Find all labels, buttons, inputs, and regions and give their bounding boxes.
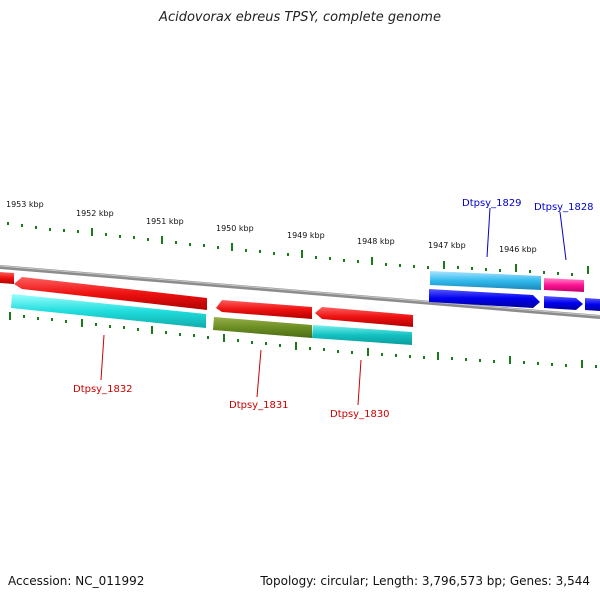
gene-arrow-red-3[interactable] <box>315 307 413 327</box>
scale-label-1950: 1950 kbp <box>216 224 254 233</box>
gene-box-olive[interactable] <box>213 317 312 338</box>
gene-arrow-red-edge[interactable] <box>0 272 14 284</box>
scale-label-1952: 1952 kbp <box>76 209 114 218</box>
gene-arrow-blue-2[interactable] <box>544 296 583 310</box>
gene-box-blue-edge[interactable] <box>585 298 600 311</box>
leader-line-dtpsy-1828 <box>559 211 567 261</box>
scale-label-1947: 1947 kbp <box>428 241 466 250</box>
accession-text: Accession: NC_011992 <box>8 574 145 588</box>
gene-box-teal[interactable] <box>312 325 412 345</box>
scale-label-1953: 1953 kbp <box>6 200 44 209</box>
genome-summary-text: Topology: circular; Length: 3,796,573 bp… <box>260 574 590 588</box>
gene-arrow-blue-1[interactable] <box>429 289 540 308</box>
upper-scale-ticks <box>7 222 589 276</box>
gene-label-dtpsy-1829[interactable]: Dtpsy_1829 <box>462 198 522 209</box>
gene-arrow-red-2[interactable] <box>216 300 312 319</box>
gene-box-pink[interactable] <box>544 278 584 292</box>
scale-label-1948: 1948 kbp <box>357 237 395 246</box>
map-title: Acidovorax ebreus TPSY, complete genome <box>159 10 441 25</box>
gene-label-dtpsy-1828[interactable]: Dtpsy_1828 <box>534 202 594 213</box>
gene-label-dtpsy-1830[interactable]: Dtpsy_1830 <box>330 409 390 420</box>
scale-label-1949: 1949 kbp <box>287 231 325 240</box>
gene-box-cyan[interactable] <box>11 294 206 328</box>
lower-scale-ticks <box>9 312 597 368</box>
scale-label-1946: 1946 kbp <box>499 245 537 254</box>
leader-line-dtpsy-1830 <box>357 359 362 406</box>
scale-label-1951: 1951 kbp <box>146 217 184 226</box>
gene-label-dtpsy-1831[interactable]: Dtpsy_1831 <box>229 400 289 411</box>
leader-line-dtpsy-1831 <box>256 349 262 398</box>
gene-label-dtpsy-1832[interactable]: Dtpsy_1832 <box>73 384 133 395</box>
gene-box-lightblue[interactable] <box>430 271 541 290</box>
gene-arrow-red-1[interactable] <box>14 277 207 310</box>
leader-line-dtpsy-1832 <box>100 334 105 381</box>
genome-backbone <box>0 265 600 319</box>
leader-line-dtpsy-1829 <box>486 207 491 258</box>
